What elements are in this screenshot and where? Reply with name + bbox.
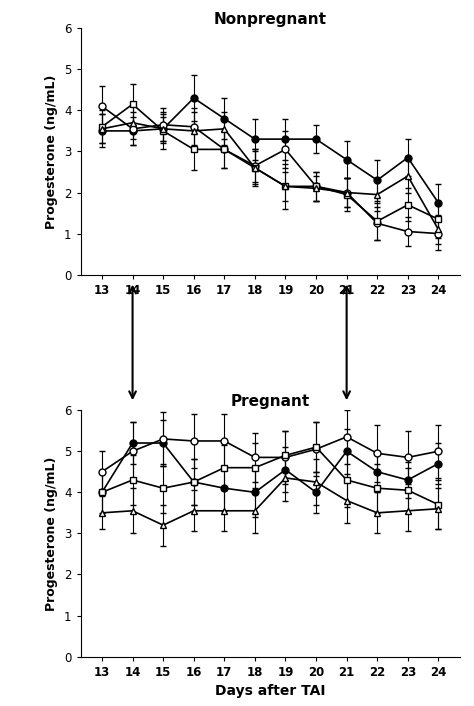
Y-axis label: Progesterone (ng/mL): Progesterone (ng/mL) <box>46 456 58 611</box>
Title: Nonpregnant: Nonpregnant <box>214 12 327 27</box>
X-axis label: Days after TAI: Days after TAI <box>215 684 326 698</box>
Title: Pregnant: Pregnant <box>230 394 310 409</box>
Y-axis label: Progesterone (ng/mL): Progesterone (ng/mL) <box>46 74 58 229</box>
